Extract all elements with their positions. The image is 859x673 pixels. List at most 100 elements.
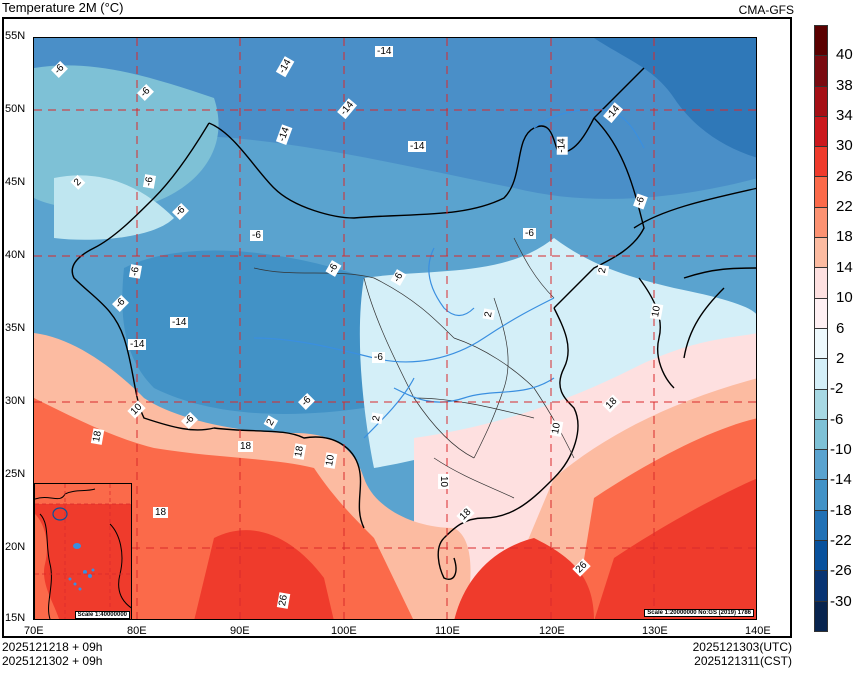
colorbar-label: -6 <box>830 410 844 428</box>
inset-map: Scale 1:40000000 <box>34 483 132 619</box>
colorbar-label: 2 <box>836 349 845 367</box>
contour-label: 10 <box>438 473 450 490</box>
contour-label: 18 <box>456 505 475 524</box>
valid-time-utc: 2025121303(UTC) <box>692 640 792 654</box>
lat-label-45n: 45N <box>5 176 26 188</box>
contour-label: 2 <box>482 308 496 321</box>
colorbar-bin <box>815 238 827 269</box>
lat-label-40n: 40N <box>5 249 26 261</box>
contour-label: 10 <box>323 452 338 469</box>
colorbar-bin <box>815 359 827 390</box>
valid-time-cst: 2025121311(CST) <box>694 654 792 668</box>
colorbar-bin <box>815 26 827 57</box>
colorbar-bin <box>815 510 827 542</box>
colorbar-bin <box>815 177 827 208</box>
lon-label-90e: 90E <box>230 625 250 637</box>
lon-label-120e: 120E <box>539 625 565 637</box>
colorbar-bin <box>815 389 827 420</box>
contour-label: 10 <box>127 400 146 419</box>
colorbar-bin <box>815 147 827 178</box>
colorbar-bin <box>815 328 827 360</box>
colorbar-bin <box>815 116 827 148</box>
colorbar-label: -2 <box>830 380 844 398</box>
lat-label-15n: 15N <box>5 612 26 624</box>
colorbar-label: 34 <box>836 107 853 125</box>
contour-label: -14 <box>170 317 189 328</box>
lat-label-35n: 35N <box>5 322 26 334</box>
contour-label: -6 <box>142 174 156 189</box>
gridlines <box>34 38 756 619</box>
colorbar-label: 14 <box>836 258 853 276</box>
inset-scale: Scale 1:40000000 <box>74 611 130 619</box>
contour-label: -14 <box>408 141 427 152</box>
colorbar-label: 30 <box>836 137 853 155</box>
lon-label-100e: 100E <box>331 625 357 637</box>
colorbar-label: -30 <box>830 592 852 610</box>
lon-label-80e: 80E <box>127 625 147 637</box>
colorbar-label: 40 <box>836 46 853 64</box>
contour-label: -14 <box>275 55 295 78</box>
init-time-cst: 2025121302 + 09h <box>2 654 103 668</box>
colorbar-label: -22 <box>830 531 852 549</box>
contour-label: -6 <box>633 193 648 210</box>
contour-label: 10 <box>649 303 664 320</box>
lat-label-20n: 20N <box>5 541 26 553</box>
lon-label-110e: 110E <box>435 625 460 637</box>
contour-label: -14 <box>603 101 624 124</box>
contour-label: -6 <box>390 269 407 286</box>
lat-label-30n: 30N <box>5 395 26 407</box>
contour-label: -14 <box>128 339 147 350</box>
contour-label: -6 <box>325 260 342 277</box>
colorbar-label: 6 <box>836 319 845 337</box>
contour-labels: -6 -6 -14 -14 -14 -14 -14 -14 -14 2 -6 -6 -6 -6 -6 -6 -6… <box>34 38 756 619</box>
contour-label: -14 <box>375 46 394 57</box>
colorbar-label: 38 <box>836 76 853 94</box>
colorbar-bin <box>815 541 827 572</box>
colorbar-bin <box>815 480 827 511</box>
colorbar-bin <box>815 450 827 481</box>
lon-label-130e: 130E <box>642 625 668 637</box>
colorbar-label: 18 <box>836 228 853 246</box>
contour-label: -6 <box>181 412 198 429</box>
lon-label-70e: 70E <box>24 625 44 637</box>
contour-label: 18 <box>238 441 254 452</box>
contour-label: -6 <box>372 352 385 363</box>
contour-label: -14 <box>275 123 293 146</box>
lat-label-25n: 25N <box>5 468 26 480</box>
contour-label: 18 <box>602 394 621 413</box>
colorbar-bin <box>815 86 827 117</box>
contour-label: -6 <box>250 230 263 241</box>
lat-label-55n: 55N <box>5 30 26 42</box>
colorbar-label: 22 <box>836 198 853 216</box>
contour-label: 18 <box>153 507 169 518</box>
temperature-field <box>34 38 756 619</box>
colorbar-bin <box>815 571 827 602</box>
colorbar-label: -10 <box>830 440 852 458</box>
init-time-utc: 2025121218 + 09h <box>2 640 103 654</box>
colorbar-bin <box>815 207 827 239</box>
colorbar-bin <box>815 298 827 329</box>
contour-label: -6 <box>51 61 68 78</box>
colorbar-bin <box>815 268 827 299</box>
contour-label: -14 <box>337 97 358 120</box>
contour-label: -6 <box>172 203 189 220</box>
contour-label: 2 <box>370 412 384 425</box>
contour-label: -6 <box>112 295 129 312</box>
colorbar <box>814 25 828 632</box>
map-frame <box>2 17 792 638</box>
contour-label: 18 <box>292 443 307 460</box>
contour-label: 26 <box>276 592 291 609</box>
map-plot[interactable]: Scale 1:40000000 Scale 1:20000000 No:GS … <box>33 37 757 620</box>
colorbar-bin <box>815 56 827 87</box>
lon-label-140e: 140E <box>745 625 771 637</box>
colorbar-label: -14 <box>830 471 852 489</box>
colorbar-label: 26 <box>836 167 853 185</box>
contour-label: 18 <box>90 428 105 445</box>
map-scale: Scale 1:20000000 No:GS (2019) 1786 <box>644 609 754 617</box>
colorbar-bin <box>815 601 827 631</box>
colorbar-label: -26 <box>830 562 852 580</box>
contour-label: -6 <box>298 393 315 410</box>
contour-label: -6 <box>523 228 536 239</box>
lat-label-50n: 50N <box>5 103 26 115</box>
contour-label: 26 <box>572 558 591 577</box>
